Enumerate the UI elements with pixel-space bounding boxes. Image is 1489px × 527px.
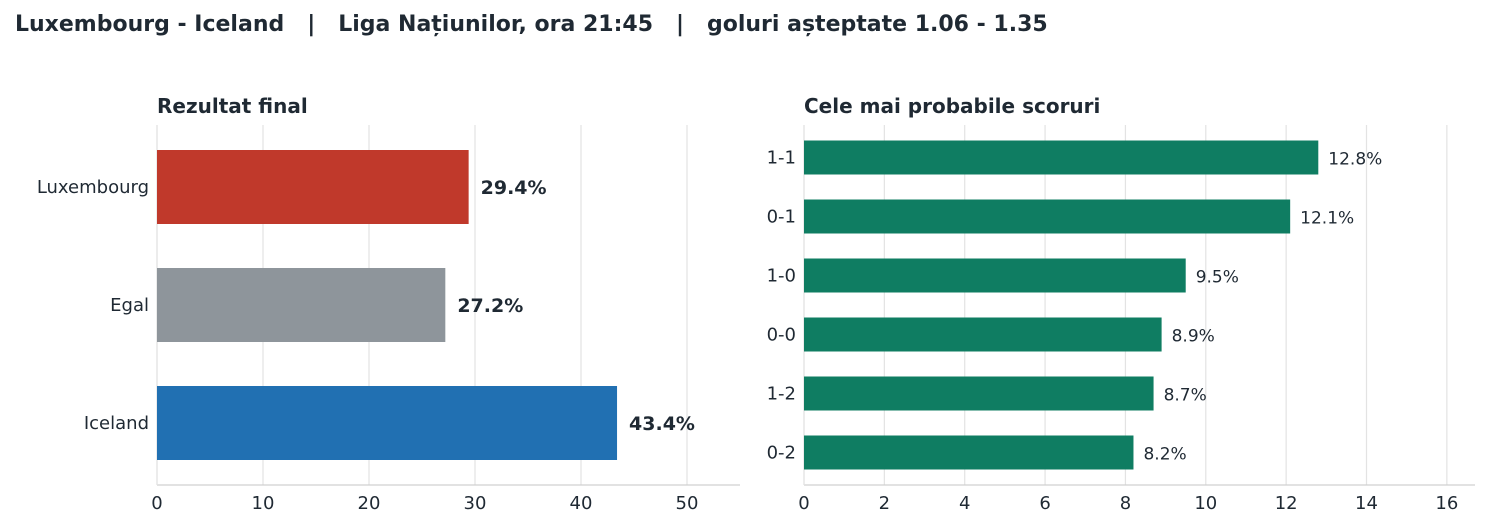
value-label: 8.9% — [1172, 327, 1215, 347]
value-label: 8.7% — [1164, 386, 1207, 406]
x-tick-label: 50 — [676, 493, 699, 514]
bar — [157, 268, 446, 342]
category-label: 1-0 — [767, 266, 796, 287]
x-tick-label: 10 — [1194, 493, 1217, 514]
bar — [157, 150, 469, 224]
bar — [804, 376, 1154, 411]
value-label: 43.4% — [629, 413, 695, 435]
category-label: 0-2 — [767, 443, 796, 464]
value-label: 12.1% — [1300, 209, 1354, 229]
value-label: 12.8% — [1328, 150, 1382, 170]
value-label: 29.4% — [481, 177, 547, 199]
bar — [804, 140, 1319, 175]
x-tick-label: 4 — [959, 493, 970, 514]
x-tick-label: 2 — [879, 493, 890, 514]
x-tick-label: 0 — [151, 493, 162, 514]
likely-scores-panel: 0 2 4 6 8 10 12 14 16 Cele mai probabile scoruri 1… — [767, 94, 1475, 514]
x-tick-label: 40 — [570, 493, 593, 514]
bar — [157, 386, 618, 460]
x-tick-label: 8 — [1120, 493, 1131, 514]
category-label: 0-1 — [767, 207, 796, 228]
category-label: Iceland — [84, 413, 149, 434]
x-tick-label: 12 — [1275, 493, 1298, 514]
category-label: 0-0 — [767, 325, 796, 346]
bar — [804, 258, 1186, 293]
bar — [804, 199, 1291, 234]
x-tick-label: 20 — [358, 493, 381, 514]
final-result-panel: 0 10 20 30 40 50 Rezultat final Luxembourg 29.4%… — [37, 94, 740, 514]
x-tick-label: 16 — [1435, 493, 1458, 514]
x-tick-label: 14 — [1355, 493, 1378, 514]
category-label: 1-2 — [767, 384, 796, 405]
category-label: Luxembourg — [37, 177, 149, 198]
value-label: 27.2% — [457, 295, 523, 317]
x-tick-label: 10 — [252, 493, 275, 514]
bar — [804, 435, 1134, 470]
value-label: 8.2% — [1143, 445, 1186, 465]
x-tick-label: 30 — [464, 493, 487, 514]
panel-title: Rezultat final — [157, 94, 308, 118]
x-tick-label: 6 — [1039, 493, 1050, 514]
bar — [804, 317, 1162, 352]
figure-title: Luxembourg - Iceland | Liga Națiunilor, … — [15, 12, 1048, 37]
value-label: 9.5% — [1196, 268, 1239, 288]
panel-title: Cele mai probabile scoruri — [804, 94, 1100, 118]
category-label: Egal — [110, 295, 149, 316]
category-label: 1-1 — [767, 148, 796, 169]
x-tick-label: 0 — [798, 493, 809, 514]
